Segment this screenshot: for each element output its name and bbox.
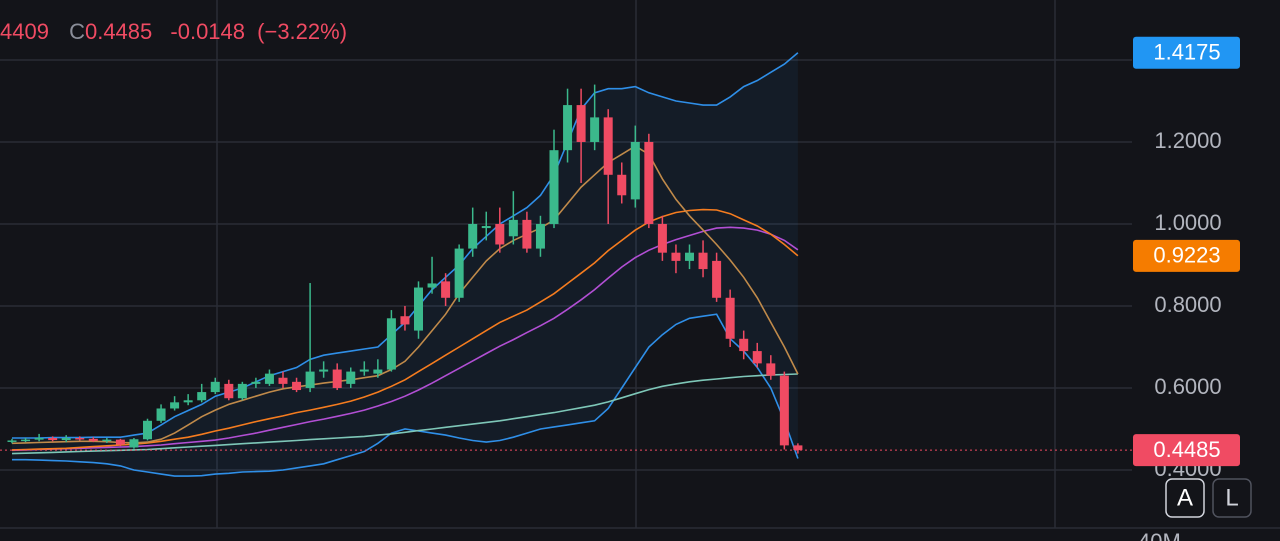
candle-body [454, 248, 464, 298]
button-label: A [1177, 484, 1193, 511]
candle-body [237, 383, 247, 399]
price-badge-label: 1.4175 [1153, 40, 1220, 65]
candle-body [535, 223, 545, 249]
scale-button[interactable]: A [1165, 478, 1205, 518]
candle-body [129, 439, 139, 448]
candle-body [251, 381, 261, 384]
price-badge-label: 0.4485 [1153, 437, 1220, 462]
button-frame [1212, 478, 1252, 518]
y-tick-label: 0.8000 [1154, 292, 1221, 317]
candle-body [143, 420, 152, 440]
indicator-line [12, 313, 799, 477]
candle-body [7, 440, 17, 442]
candle-body [278, 377, 288, 384]
price-badge [1133, 239, 1240, 272]
candle-body [685, 252, 694, 261]
indicator-line [11, 208, 799, 451]
candle-body [549, 150, 559, 224]
candle-body [698, 252, 708, 270]
candle-body [319, 369, 329, 372]
header-close: 0.4485 [85, 19, 152, 44]
header-close-label: C [69, 19, 85, 44]
header-change: -0.0148 [170, 19, 245, 44]
candle-body [495, 223, 505, 245]
candle-body [34, 438, 44, 440]
candle-body [332, 369, 342, 388]
candle-body [210, 381, 220, 393]
indicator-line [11, 373, 798, 455]
y-tick-label: 0.6000 [1154, 374, 1221, 399]
header: 4409 C0.4485 -0.0148 (−3.22%) [0, 19, 347, 44]
candle-body [671, 252, 681, 261]
candle-body [739, 338, 749, 352]
candle-body [102, 439, 112, 442]
price-badge [1133, 36, 1240, 69]
price-badge [1133, 434, 1240, 467]
indicator-line [11, 226, 799, 452]
candle-body [346, 371, 356, 384]
indicator-line [11, 145, 799, 445]
candle-body [414, 287, 423, 331]
header-low: 4409 [0, 19, 49, 44]
candle-body [183, 400, 193, 403]
candle-body [197, 392, 207, 401]
candle-body [292, 381, 302, 391]
candle-body [441, 281, 451, 298]
candle-body [373, 369, 383, 374]
candle-body [508, 219, 518, 237]
candle-body [752, 351, 762, 364]
candle-body [400, 316, 410, 325]
band-fill [12, 52, 798, 477]
candle-body [481, 226, 491, 229]
candle-body [712, 260, 722, 298]
candle-body [617, 174, 627, 196]
header-change-pct: (−3.22%) [257, 19, 347, 44]
candle-body [224, 383, 234, 399]
candle-body [156, 408, 166, 421]
candle-body [427, 283, 437, 288]
candle-body [61, 438, 71, 441]
candle-body [170, 402, 180, 409]
candle-body [75, 438, 85, 440]
candle-body [725, 297, 735, 339]
candle-body [48, 438, 58, 441]
volume-axis-label: 40M [1138, 529, 1181, 541]
candle-body [522, 219, 532, 249]
candle-body [630, 141, 640, 200]
candle-body [563, 105, 573, 151]
price-badge-label: 0.9223 [1153, 243, 1220, 268]
candle-body [590, 117, 600, 142]
candle-body [576, 105, 586, 142]
y-tick-label: 1.2000 [1154, 128, 1221, 153]
button-frame [1165, 478, 1205, 518]
candle-body [793, 445, 803, 451]
candle-body [766, 363, 776, 376]
scale-button[interactable]: L [1212, 478, 1252, 518]
button-label: L [1225, 484, 1238, 511]
candle-body [264, 373, 274, 384]
candle-body [386, 318, 396, 370]
candle-body [468, 223, 478, 249]
price-axis: 0.40000.60000.80001.00001.20001.40001.41… [1133, 36, 1240, 481]
y-tick-label: 1.0000 [1154, 210, 1221, 235]
candle-body [88, 438, 98, 441]
candle-body [305, 371, 315, 388]
candle-body [779, 375, 789, 446]
candle-body [359, 369, 369, 372]
candle-body [115, 439, 125, 445]
plot [0, 52, 1132, 477]
candle-body [21, 439, 31, 442]
candle-body [603, 117, 613, 175]
candle-body [657, 223, 667, 253]
candle-body [644, 141, 654, 224]
